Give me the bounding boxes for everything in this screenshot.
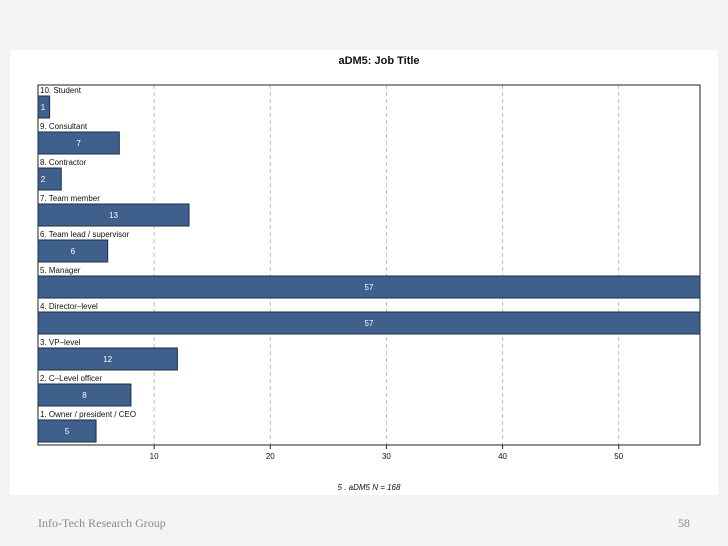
bar (37, 95, 51, 119)
category-label: 5. Manager (40, 266, 81, 275)
bar-value-label: 7 (76, 139, 81, 148)
x-tick-label: 20 (266, 452, 275, 461)
bar-value-label: 6 (71, 247, 76, 256)
bar-value-label: 13 (109, 211, 118, 220)
bar (37, 347, 178, 371)
bar (37, 131, 120, 155)
bar-value-label: 8 (82, 391, 87, 400)
category-label: 3. VP–level (40, 338, 81, 347)
x-tick-label: 50 (614, 452, 623, 461)
bar-value-label: 57 (365, 319, 374, 328)
chart-caption: 5 . aDM5 N = 168 (338, 483, 401, 492)
x-tick-label: 40 (498, 452, 507, 461)
bar-chart: aDM5: Job Title 10. Student 1 9. Consultant… (37, 55, 701, 492)
category-label: 10. Student (40, 86, 82, 95)
category-label: 4. Director–level (40, 302, 98, 311)
x-tick-label: 10 (150, 452, 159, 461)
category-label: 8. Contractor (40, 158, 87, 167)
bar (37, 167, 62, 191)
footer-organization: Info-Tech Research Group (38, 516, 166, 530)
plot-frame (37, 84, 701, 446)
bar-value-label: 12 (103, 355, 112, 364)
bar-value-label: 2 (41, 175, 46, 184)
footer-page-number: 58 (678, 516, 690, 530)
chart-title: aDM5: Job Title (338, 55, 419, 67)
x-tick-label: 30 (382, 452, 391, 461)
bar-value-label: 5 (65, 427, 70, 436)
category-label: 1. Owner / president / CEO (40, 410, 136, 419)
bar (37, 383, 132, 407)
bar-value-label: 1 (41, 103, 46, 112)
bar (37, 311, 701, 335)
bar (37, 275, 701, 299)
category-label: 6. Team lead / supervisor (40, 230, 130, 239)
bar-value-label: 57 (365, 283, 374, 292)
category-label: 2. C–Level officer (40, 374, 102, 383)
bar (37, 203, 190, 227)
slide-panel: aDM5: Job Title 10. Student 1 9. Consultant… (10, 50, 718, 495)
category-label: 9. Consultant (40, 122, 88, 131)
bar (37, 239, 109, 263)
category-label: 7. Team member (40, 194, 100, 203)
bar (37, 419, 97, 443)
